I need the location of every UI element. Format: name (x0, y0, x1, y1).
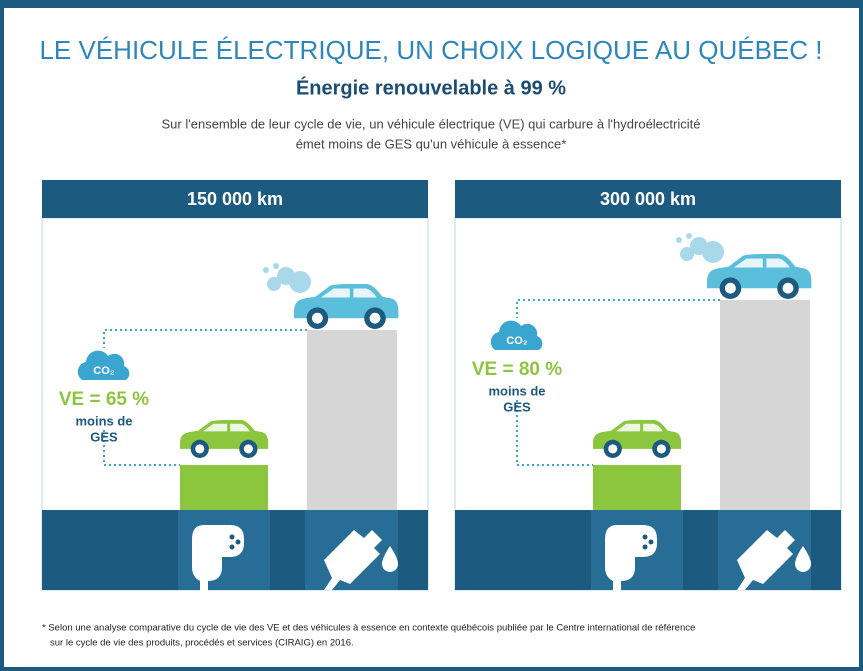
plug-pin (230, 535, 235, 540)
top-bar (0, 0, 863, 8)
ev-bar (180, 465, 268, 510)
hub (195, 444, 204, 453)
hub (783, 283, 794, 294)
infographic: LE VÉHICULE ÉLECTRIQUE, UN CHOIX LOGIQUE… (0, 0, 863, 671)
reduction: VE = 80 % (472, 359, 562, 380)
exhaust-puff (289, 271, 311, 293)
reduction: VE = 65 % (59, 389, 149, 410)
panel-title: 150 000 km (187, 189, 283, 209)
hub (312, 313, 323, 324)
plug-pin (643, 545, 648, 550)
reduction-label: GES (503, 399, 531, 414)
panel-title: 300 000 km (600, 189, 696, 209)
reduction-label: moins de (75, 413, 132, 428)
plug-pin (643, 535, 648, 540)
reduction-label: GES (90, 429, 118, 444)
description: émet moins de GES qu'un véhicule à essen… (296, 136, 567, 151)
footnote: sur le cycle de vie des produits, procéd… (50, 638, 354, 649)
plug-pin (230, 545, 235, 550)
gas-bar (720, 300, 810, 510)
ev-bar (593, 465, 681, 510)
reduction-label: moins de (488, 383, 545, 398)
title: LE VÉHICULE ÉLECTRIQUE, UN CHOIX LOGIQUE… (39, 35, 822, 65)
co2-label: CO₂ (93, 365, 115, 377)
exhaust-puff (273, 263, 279, 269)
exhaust-puff (263, 267, 269, 273)
hub (657, 444, 666, 453)
footnote: * Selon une analyse comparative du cycle… (42, 623, 695, 634)
subtitle: Énergie renouvelable à 99 % (296, 76, 566, 99)
exhaust-puff (686, 233, 692, 239)
plug-pin (649, 540, 654, 545)
exhaust-puff (676, 237, 682, 243)
gas-bar (307, 330, 397, 510)
plug-pin (236, 540, 241, 545)
hub (244, 444, 253, 453)
hub (725, 283, 736, 294)
co2-label: CO₂ (506, 335, 528, 347)
description: Sur l'ensemble de leur cycle de vie, un … (162, 116, 701, 131)
hub (370, 313, 381, 324)
exhaust-puff (702, 241, 724, 263)
hub (608, 444, 617, 453)
